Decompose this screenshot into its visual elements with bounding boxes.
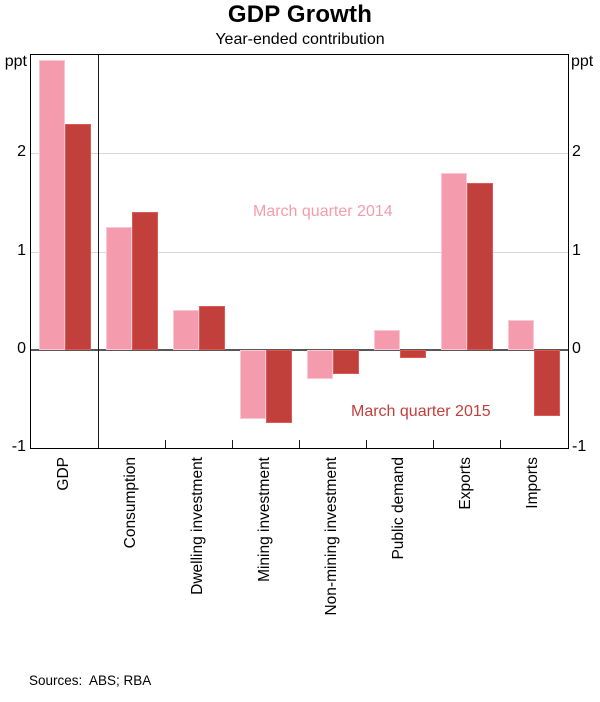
bar-consumption-2014: [105, 226, 132, 350]
plot-area: March quarter 2014 March quarter 2015: [30, 54, 569, 449]
gdp-separator-line: [98, 55, 100, 448]
y-tick-label-right: 1: [572, 241, 581, 259]
bar-non-mining-investment-2014: [307, 349, 334, 380]
chart-subtitle: Year-ended contribution: [215, 31, 385, 48]
x-axis-tick: [433, 440, 435, 448]
bar-imports-2014: [508, 320, 535, 350]
legend-march-2014: March quarter 2014: [253, 203, 393, 220]
bar-exports-2014: [441, 172, 468, 350]
bar-gdp-2015: [64, 123, 91, 350]
category-label: Dwelling investment: [188, 457, 206, 595]
y-axis-unit-left: ppt: [4, 53, 27, 70]
x-axis-tick: [500, 440, 502, 448]
x-axis-tick: [231, 440, 233, 448]
y-tick-label-left: 1: [17, 241, 26, 259]
bar-non-mining-investment-2015: [333, 349, 360, 375]
bar-dwelling-investment-2015: [198, 305, 225, 350]
bar-public-demand-2014: [374, 330, 401, 350]
bar-public-demand-2015: [400, 349, 427, 358]
y-tick-label-left: -1: [11, 438, 26, 455]
x-axis-tick: [97, 440, 99, 448]
y-tick-label-right: -1: [572, 438, 587, 455]
category-label: Imports: [524, 457, 542, 509]
x-axis-tick: [164, 440, 166, 448]
zero-axis-line: [31, 348, 568, 351]
y-tick-label-right: 0: [572, 339, 581, 357]
category-label: Public demand: [390, 457, 408, 560]
category-label: GDP: [54, 457, 72, 491]
bar-consumption-2015: [131, 212, 158, 350]
category-label: Exports: [457, 457, 475, 510]
bar-exports-2015: [467, 182, 494, 350]
bar-mining-investment-2015: [265, 349, 292, 424]
bar-mining-investment-2014: [239, 349, 266, 419]
y-axis-unit-right: ppt: [571, 53, 594, 70]
x-axis-tick: [366, 440, 368, 448]
category-label: Consumption: [121, 457, 139, 549]
x-axis-tick: [299, 440, 300, 448]
gridline-2: [31, 153, 568, 155]
y-tick-label-right: 2: [572, 143, 581, 161]
category-label: Non-mining investment: [323, 457, 341, 616]
source-note: Sources: ABS; RBA: [29, 673, 152, 688]
chart-title: GDP Growth: [227, 1, 373, 28]
gridline-1: [31, 251, 568, 253]
category-label: Mining investment: [255, 457, 273, 582]
bar-imports-2015: [534, 349, 561, 416]
y-tick-label-left: 2: [17, 143, 26, 161]
y-tick-label-left: 0: [17, 339, 26, 357]
bar-gdp-2014: [38, 59, 65, 350]
bar-dwelling-investment-2014: [172, 310, 199, 350]
legend-march-2015: March quarter 2015: [351, 403, 491, 420]
